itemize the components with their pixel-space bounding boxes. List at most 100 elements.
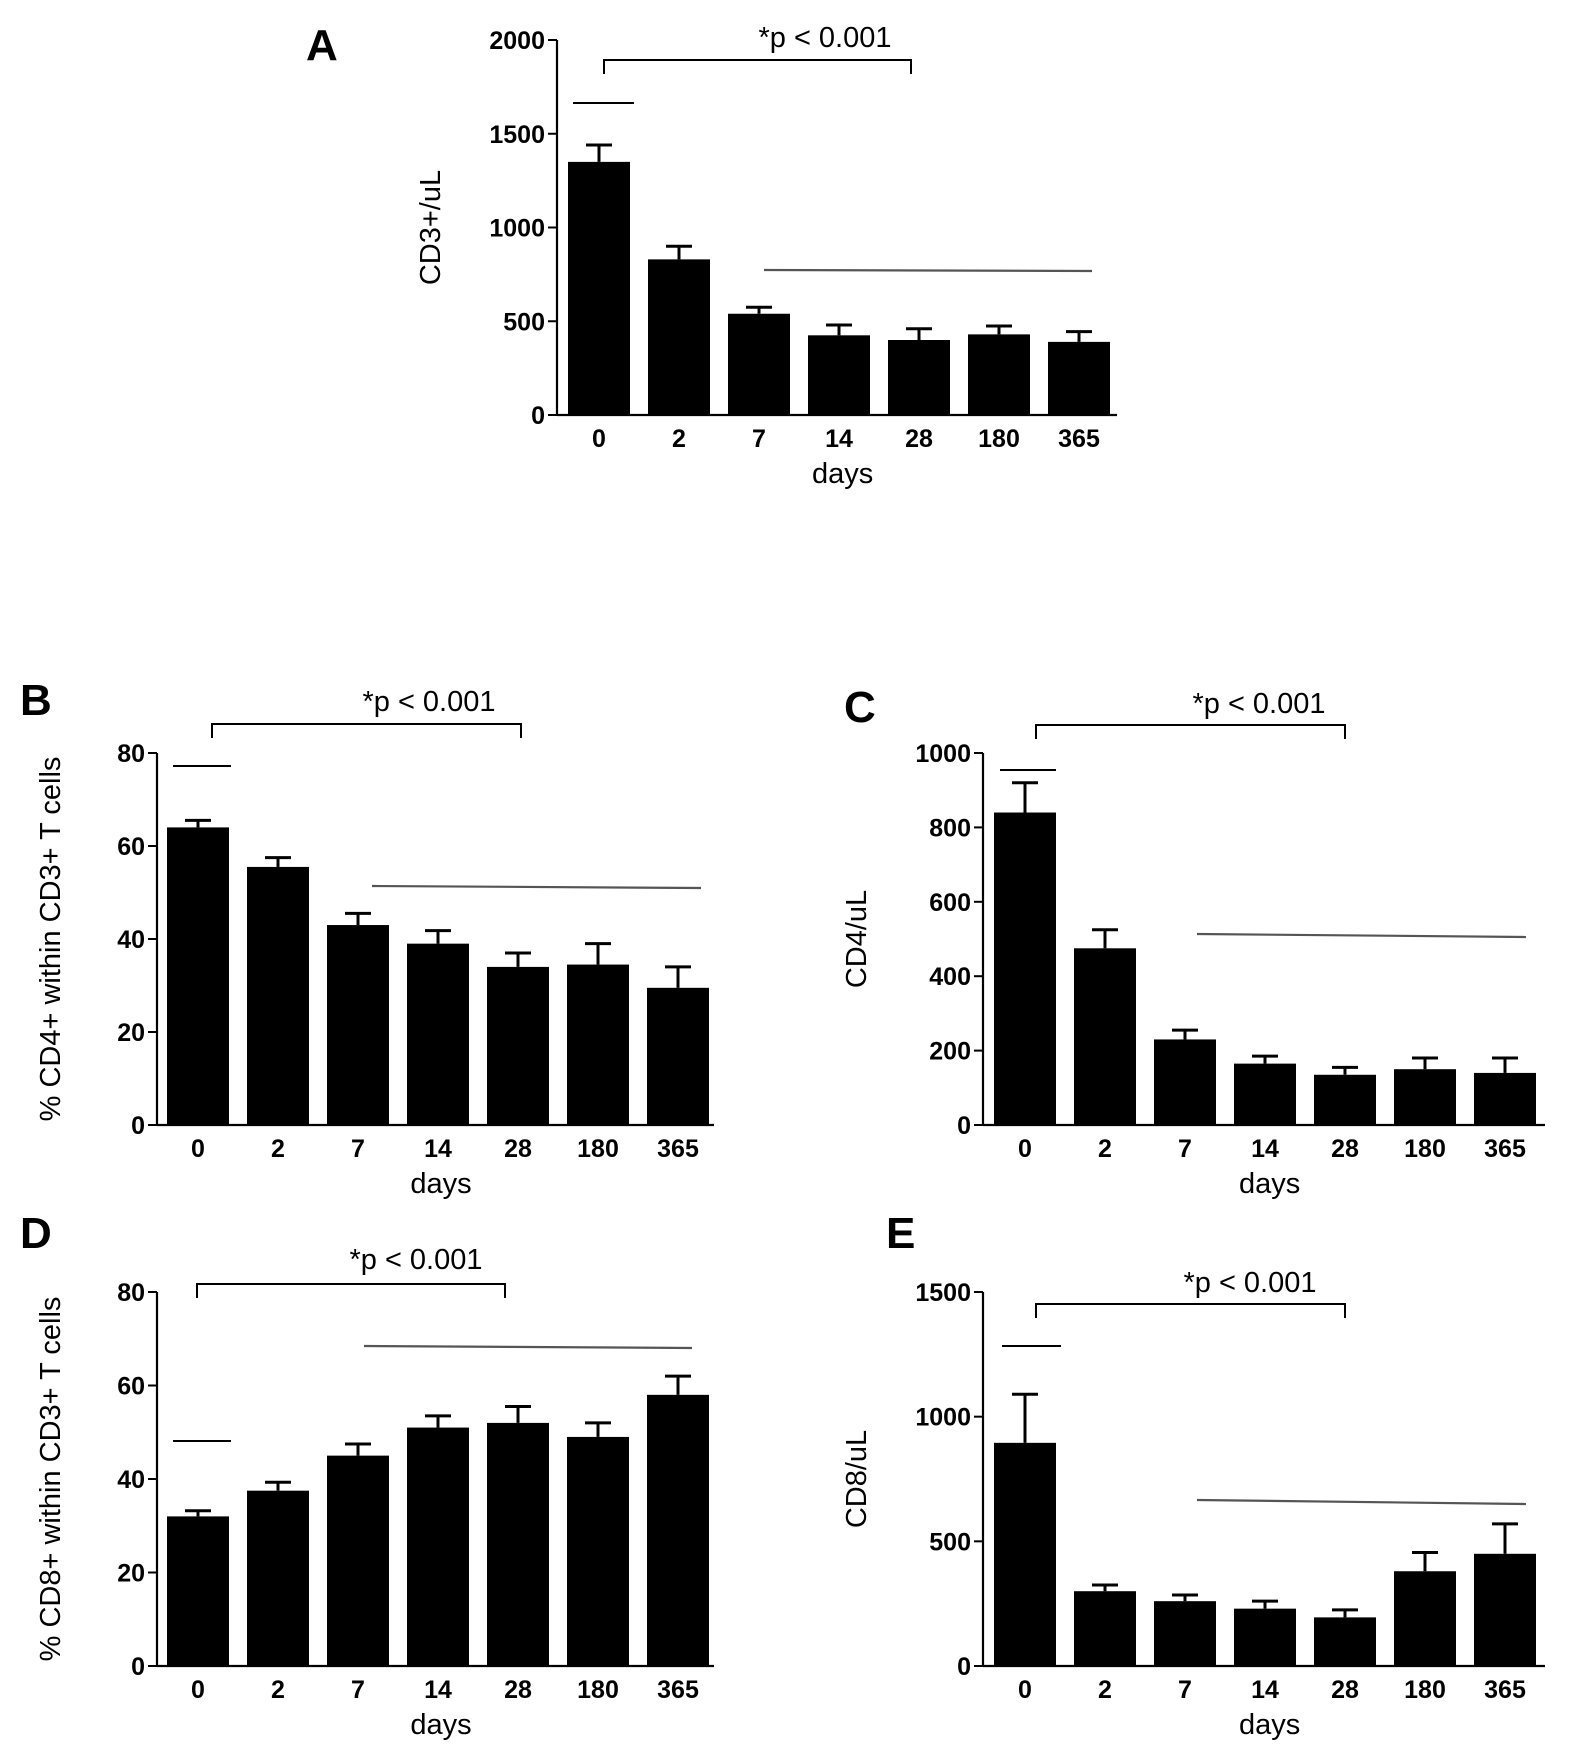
significance-label: *p < 0.001 — [349, 1244, 482, 1276]
x-tick-label: 28 — [905, 425, 933, 453]
bar-day-365 — [647, 987, 709, 1125]
x-tick-label: 2 — [271, 1676, 285, 1704]
panel-a: A 0 500 1000 1500 2000 0 2 7 14 28 180 365 days CD3+/u… — [306, 21, 1117, 490]
significance-label: *p < 0.001 — [1192, 688, 1325, 720]
x-tick-label: 0 — [592, 425, 606, 453]
y-tick-label: 0 — [957, 1112, 971, 1140]
y-tick-label: 60 — [117, 1373, 145, 1401]
x-tick-label: 28 — [1331, 1135, 1359, 1163]
x-tick-label: 180 — [577, 1135, 619, 1163]
bar-day-0 — [994, 812, 1056, 1125]
bar-day-14 — [407, 943, 469, 1125]
bar-day-180 — [1394, 1571, 1456, 1666]
x-tick-label: 365 — [657, 1135, 699, 1163]
y-tick-label: 500 — [503, 308, 545, 336]
x-tick-label: 2 — [271, 1135, 285, 1163]
y-tick-label: 0 — [131, 1112, 145, 1140]
significance-label: *p < 0.001 — [1183, 1267, 1316, 1299]
y-axis-title: CD8/uL — [841, 1430, 873, 1528]
x-tick-label: 28 — [504, 1676, 532, 1704]
significance-bracket — [603, 59, 912, 74]
x-tick-label: 180 — [577, 1676, 619, 1704]
x-tick-label: 7 — [1178, 1135, 1192, 1163]
y-tick-label: 60 — [117, 833, 145, 861]
followup-group-line — [363, 1344, 693, 1350]
y-tick-label: 200 — [929, 1038, 971, 1066]
panel-d: D 0 20 40 60 80 0 2 7 14 28 180 365 days % CD8+ within… — [20, 1209, 714, 1741]
x-tick-label: 180 — [1404, 1135, 1446, 1163]
y-axis-title: CD3+/uL — [415, 170, 447, 285]
bar-day-28 — [487, 1422, 549, 1666]
bar-day-0 — [167, 1516, 229, 1666]
x-axis-title: days — [410, 1168, 471, 1200]
x-tick-label: 14 — [825, 425, 853, 453]
bar-day-14 — [1234, 1608, 1296, 1666]
y-tick-label: 40 — [117, 1466, 145, 1494]
bar-day-0 — [568, 161, 630, 415]
bar-day-0 — [994, 1442, 1056, 1666]
panel-c: C 0 200 400 600 800 1000 0 2 7 14 28 180 365 days CD4/u… — [841, 683, 1545, 1200]
bar-day-14 — [808, 335, 870, 415]
bar-day-7 — [327, 925, 389, 1125]
bar-day-28 — [1314, 1617, 1376, 1666]
bar-day-365 — [1474, 1072, 1536, 1125]
panel-letter: D — [20, 1209, 52, 1258]
x-tick-label: 7 — [1178, 1676, 1192, 1704]
y-axis-title: % CD4+ within CD3+ T cells — [35, 757, 67, 1122]
followup-group-line — [371, 884, 702, 890]
y-tick-label: 0 — [531, 402, 545, 430]
y-axis-title: % CD8+ within CD3+ T cells — [35, 1297, 67, 1662]
y-tick-label: 400 — [929, 963, 971, 991]
y-axis-title: CD4/uL — [841, 890, 873, 988]
bar-day-180 — [567, 964, 629, 1125]
y-tick-label: 800 — [929, 814, 971, 842]
x-tick-label: 365 — [1058, 425, 1100, 453]
bar-day-0 — [167, 827, 229, 1125]
bar-day-28 — [888, 340, 950, 415]
bar-day-365 — [1474, 1553, 1536, 1666]
bar-day-7 — [1154, 1039, 1216, 1125]
significance-bracket — [1035, 724, 1346, 739]
panel-b: B 0 20 40 60 80 0 2 7 14 28 180 365 days % CD4+ within… — [20, 676, 714, 1200]
y-tick-label: 500 — [929, 1528, 971, 1556]
x-tick-label: 180 — [978, 425, 1020, 453]
x-tick-label: 7 — [351, 1676, 365, 1704]
panel-letter: A — [306, 21, 338, 70]
x-tick-label: 365 — [657, 1676, 699, 1704]
y-tick-label: 1000 — [915, 1404, 971, 1432]
panel-e: E 0 500 1000 1500 0 2 7 14 28 180 365 days CD8/uL *p <… — [841, 1209, 1545, 1741]
bar-day-180 — [968, 334, 1030, 415]
x-tick-label: 2 — [1098, 1135, 1112, 1163]
bar-day-14 — [407, 1427, 469, 1666]
x-tick-label: 2 — [1098, 1676, 1112, 1704]
bar-day-7 — [327, 1455, 389, 1666]
x-tick-label: 7 — [752, 425, 766, 453]
x-axis-title: days — [812, 458, 873, 490]
significance-label: *p < 0.001 — [362, 686, 495, 718]
bar-day-14 — [1234, 1063, 1296, 1125]
x-tick-label: 0 — [1018, 1676, 1032, 1704]
y-tick-label: 20 — [117, 1560, 145, 1588]
panel-letter: C — [844, 683, 876, 732]
x-tick-label: 180 — [1404, 1676, 1446, 1704]
y-tick-label: 20 — [117, 1019, 145, 1047]
significance-bracket — [1035, 1303, 1346, 1318]
x-tick-label: 14 — [424, 1135, 452, 1163]
y-tick-label: 1000 — [489, 215, 545, 243]
bar-day-2 — [1074, 1591, 1136, 1666]
y-tick-label: 40 — [117, 926, 145, 954]
y-tick-label: 0 — [131, 1653, 145, 1681]
x-tick-label: 0 — [191, 1135, 205, 1163]
followup-group-line — [763, 268, 1093, 273]
x-tick-label: 28 — [504, 1135, 532, 1163]
followup-group-line — [1196, 932, 1527, 939]
bar-day-2 — [247, 1490, 309, 1666]
bar-day-2 — [648, 259, 710, 415]
bar-day-28 — [487, 966, 549, 1125]
bar-day-180 — [567, 1436, 629, 1666]
significance-bracket — [196, 1283, 506, 1298]
significance-label: *p < 0.001 — [758, 22, 891, 54]
bar-day-7 — [1154, 1601, 1216, 1666]
y-tick-label: 80 — [117, 1279, 145, 1307]
panel-letter: B — [20, 676, 52, 725]
